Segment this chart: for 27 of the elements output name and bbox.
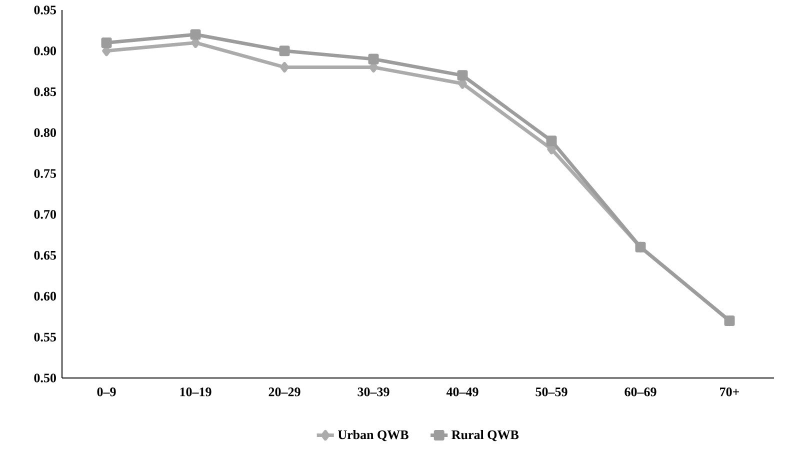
y-tick-label: 0.65 [34, 250, 56, 260]
legend-label: Rural QWB [452, 430, 519, 442]
x-tick-label: 50–59 [536, 388, 568, 396]
y-tick-label: 0.75 [34, 169, 56, 178]
point [280, 62, 289, 72]
y-tick-label: 0.90 [34, 46, 56, 56]
point [190, 29, 201, 40]
point [101, 37, 112, 48]
y-tick-label: 0.85 [34, 87, 56, 96]
y-tick-label: 0.70 [34, 210, 56, 219]
y-tick-label: 0.80 [34, 128, 56, 138]
x-tick-label: 60–69 [624, 388, 656, 396]
y-tick-label: 0.60 [34, 292, 56, 301]
x-tick-label: 70+ [720, 388, 740, 396]
legend-label: Urban QWB [338, 430, 408, 442]
x-tick-label: 20–29 [268, 388, 300, 396]
x-tick-label: 0–9 [97, 388, 116, 396]
point [368, 54, 379, 64]
x-tick-label: 10–19 [180, 388, 212, 396]
y-tick-label: 0.55 [34, 332, 56, 342]
y-tick-label: 0.50 [34, 374, 56, 382]
point [279, 46, 290, 56]
point [457, 70, 468, 81]
x-tick-label: 40–49 [446, 388, 478, 396]
x-tick-label: 30–39 [358, 388, 390, 396]
y-tick-label: 0.95 [34, 6, 56, 14]
point [546, 136, 557, 146]
